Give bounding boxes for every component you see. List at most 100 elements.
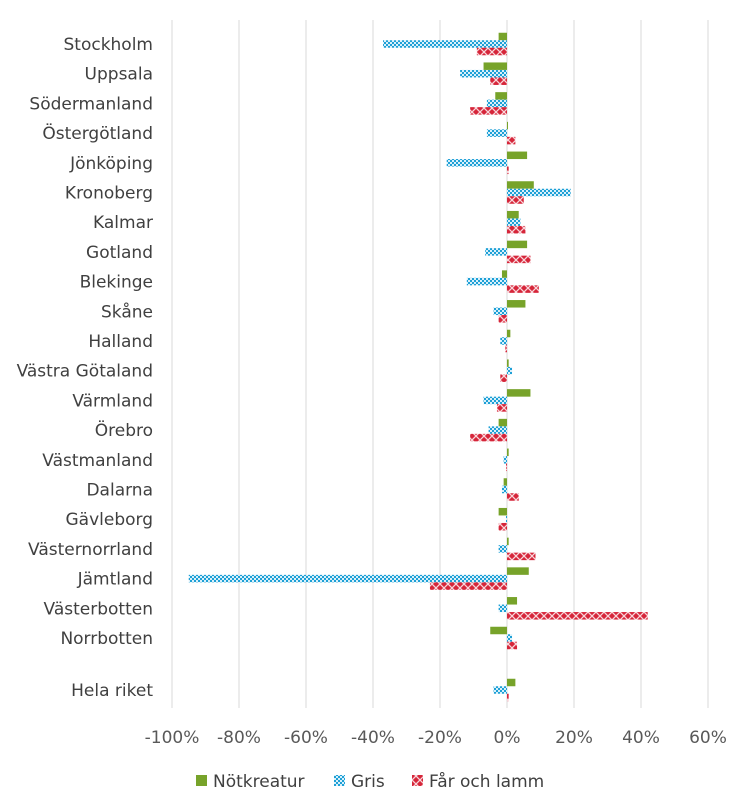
bar-får-och-lamm [507, 166, 509, 175]
x-tick-label: -60% [284, 728, 328, 748]
x-axis-tick-labels: -100% -80% -60% -40% -20% 0% 20% 40% 60% [145, 728, 727, 748]
bar-får-och-lamm [429, 582, 507, 590]
category-label: Västra Götaland [17, 362, 153, 382]
category-label: Halland [88, 332, 153, 352]
bar-gris [507, 366, 513, 375]
bar-får-och-lamm [507, 196, 524, 204]
bar-får-och-lamm [470, 107, 507, 115]
x-tick-label: -20% [418, 728, 462, 748]
bar-nötkreatur [507, 389, 531, 397]
bar-gris [486, 99, 507, 108]
bar-nötkreatur [498, 507, 507, 516]
bar-gris [498, 545, 507, 553]
bar-gris [498, 604, 507, 613]
category-label: Västerbotten [44, 599, 153, 619]
bar-gris [460, 69, 507, 78]
category-label: Blekinge [80, 273, 153, 293]
x-tick-label: 40% [622, 728, 660, 748]
category-label: Värmland [72, 391, 153, 411]
bar-nötkreatur [507, 300, 526, 308]
category-label: Skåne [101, 301, 153, 322]
category-label: Södermanland [29, 94, 153, 114]
bar-får-och-lamm [505, 344, 507, 353]
category-label: Uppsala [85, 65, 153, 85]
bar-nötkreatur [507, 537, 509, 546]
legend-label: Får och lamm [429, 771, 544, 792]
x-tick-label: -80% [217, 728, 261, 748]
legend: Nötkreatur Gris Får och lamm [196, 771, 544, 792]
category-label: Västmanland [42, 451, 153, 471]
category-labels: Stockholm Uppsala Södermanland Östergötland… [17, 35, 154, 701]
bar-gris [486, 129, 507, 137]
bar-får-och-lamm [507, 285, 539, 293]
bar-får-och-lamm [507, 136, 516, 145]
bar-nötkreatur [483, 62, 507, 70]
bar-nötkreatur [507, 448, 509, 457]
bar-får-och-lamm [476, 47, 507, 56]
bar-gris [505, 515, 507, 523]
bar-får-och-lamm [507, 612, 648, 620]
bar-gris [493, 307, 507, 316]
bar-gris [488, 426, 507, 434]
bar-nötkreatur [507, 210, 519, 219]
x-tick-label: -100% [145, 728, 200, 748]
bar-nötkreatur [507, 121, 509, 130]
bar-får-och-lamm [507, 552, 536, 561]
bar-nötkreatur [503, 478, 507, 486]
bar-gris [383, 40, 507, 48]
bar-nötkreatur [501, 270, 507, 278]
category-label: Jämtland [77, 570, 153, 590]
legend-swatch [196, 775, 207, 786]
bars [188, 32, 648, 702]
category-label: Kalmar [93, 213, 153, 233]
category-label: Jönköping [69, 154, 153, 174]
bar-gris [507, 188, 571, 197]
bar-får-och-lamm [507, 693, 509, 702]
category-label: Örebro [95, 419, 153, 441]
category-label: Kronoberg [65, 184, 153, 204]
bar-gris [501, 485, 507, 494]
gridlines [171, 20, 709, 708]
x-tick-label: 0% [494, 728, 521, 748]
bar-nötkreatur [507, 181, 534, 189]
bar-gris [446, 159, 507, 167]
bar-gris [493, 686, 507, 694]
bar-gris [500, 337, 507, 345]
bar-nötkreatur [507, 678, 516, 687]
legend-label: Gris [351, 772, 385, 792]
bar-får-och-lamm [470, 433, 507, 442]
bar-får-och-lamm [498, 522, 507, 531]
category-label: Dalarna [86, 481, 153, 501]
x-tick-label: 60% [689, 728, 727, 748]
category-label: Gotland [86, 243, 153, 263]
bar-nötkreatur [507, 240, 528, 249]
bar-nötkreatur [498, 418, 507, 427]
category-label: Hela riket [71, 681, 153, 701]
bar-gris [466, 277, 507, 286]
bar-gris [507, 218, 521, 226]
bar-får-och-lamm [507, 255, 531, 264]
x-tick-label: -40% [351, 728, 395, 748]
category-label: Västernorrland [28, 540, 153, 560]
bar-gris [483, 396, 507, 405]
bar-nötkreatur [507, 567, 529, 575]
category-label: Östergötland [42, 122, 153, 144]
bar-får-och-lamm [507, 641, 518, 650]
bar-nötkreatur [507, 151, 528, 160]
bar-nötkreatur [495, 92, 507, 100]
bar-får-och-lamm [500, 374, 507, 382]
category-label: Norrbotten [60, 629, 153, 649]
legend-swatch [412, 775, 423, 786]
category-label: Gävleborg [65, 510, 153, 530]
bar-får-och-lamm [507, 225, 526, 234]
bar-nötkreatur [507, 359, 509, 367]
bar-får-och-lamm [505, 463, 507, 472]
legend-label: Nötkreatur [213, 772, 305, 792]
bar-får-och-lamm [507, 493, 519, 501]
x-tick-label: 20% [555, 728, 593, 748]
bar-gris [507, 634, 513, 642]
bar-nötkreatur [490, 626, 507, 635]
legend-swatch [334, 775, 345, 786]
bar-får-och-lamm [490, 77, 507, 85]
